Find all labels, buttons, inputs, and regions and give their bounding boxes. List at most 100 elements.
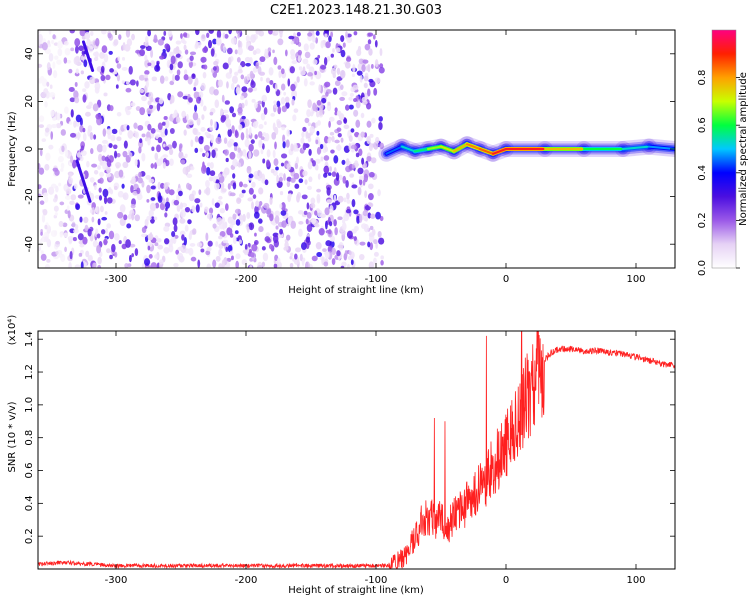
heatmap-cell [226, 257, 232, 262]
heatmap-cell [359, 214, 363, 223]
heatmap-cell [124, 263, 129, 268]
heatmap-cell [368, 233, 374, 238]
heatmap-cell [147, 137, 151, 146]
heatmap-cell [92, 262, 97, 268]
heatmap-cell [341, 159, 346, 165]
heatmap-cell [77, 194, 84, 199]
heatmap-cell [291, 89, 298, 99]
heatmap-cell [175, 116, 181, 124]
heatmap-cell [218, 248, 223, 257]
heatmap-cell [237, 106, 243, 114]
heatmap-cell [69, 200, 75, 206]
heatmap-cell [249, 70, 254, 80]
heatmap-cell [245, 128, 249, 136]
heatmap-cell [323, 172, 328, 178]
y-tick-label: 0.2 [24, 528, 35, 544]
heatmap-cell [275, 30, 279, 34]
heatmap-cell [240, 74, 245, 80]
heatmap-cell [146, 215, 152, 221]
heatmap-cell [281, 126, 286, 131]
heatmap-cell [227, 140, 232, 148]
heatmap-cell [95, 37, 100, 47]
heatmap-cell [362, 210, 368, 217]
heatmap-cell [79, 155, 84, 162]
heatmap-cell [162, 154, 169, 158]
heatmap-cell [96, 244, 102, 254]
heatmap-cell [281, 220, 287, 228]
heatmap-cell [324, 146, 329, 152]
heatmap-cell [188, 97, 193, 103]
heatmap-cell [330, 53, 334, 58]
heatmap-cell [197, 259, 201, 268]
heatmap-cell [129, 79, 136, 86]
heatmap-cell [196, 242, 202, 248]
heatmap-cell [167, 92, 172, 101]
heatmap-cell [86, 38, 91, 47]
heatmap-cell [126, 124, 130, 131]
heatmap-cell [89, 76, 96, 85]
heatmap-cell [307, 99, 312, 109]
heatmap-cell [344, 250, 348, 259]
heatmap-cell [223, 167, 230, 176]
heatmap-cell [315, 37, 318, 44]
heatmap-cell [348, 96, 353, 101]
heatmap-cell [250, 79, 254, 86]
heatmap-cell [302, 66, 306, 74]
heatmap-cell [274, 83, 278, 92]
heatmap-cell [326, 187, 331, 196]
heatmap-cell [312, 35, 316, 43]
heatmap-cell [255, 200, 260, 207]
heatmap-cell [234, 71, 239, 76]
heatmap-cell [55, 250, 59, 255]
heatmap-cell [371, 117, 376, 124]
heatmap-cell [245, 35, 250, 42]
heatmap-cell [64, 106, 69, 114]
heatmap-cell [145, 175, 151, 180]
heatmap-cell [138, 171, 142, 178]
heatmap-cell [354, 225, 359, 232]
heatmap-cell [99, 177, 104, 184]
heatmap-cell [56, 112, 61, 121]
heatmap-cell [258, 225, 264, 233]
heatmap-cell [272, 49, 275, 54]
heatmap-cell [153, 34, 158, 44]
snr-frame [37, 330, 676, 570]
heatmap-cell [235, 87, 241, 95]
heatmap-cell [254, 134, 258, 140]
heatmap-cell [221, 94, 225, 103]
heatmap-cell [102, 188, 109, 198]
heatmap-cell [208, 176, 214, 182]
heatmap-cell [237, 162, 242, 168]
heatmap-cell [206, 263, 212, 268]
heatmap-cell [357, 45, 362, 52]
heatmap-cell [259, 56, 266, 63]
heatmap-cell [214, 182, 220, 191]
x-tick-label: -300 [105, 575, 128, 586]
colorbar-tick-label: 0.6 [697, 117, 708, 133]
heatmap-cell [201, 114, 205, 121]
heatmap-cell [205, 186, 211, 196]
heatmap-cell [50, 131, 54, 140]
heatmap-cell [318, 84, 322, 93]
heatmap-cell [205, 250, 211, 256]
heatmap-cell [234, 208, 242, 214]
heatmap-cell [309, 42, 315, 50]
heatmap-cell [247, 87, 253, 93]
heatmap-cell [177, 246, 184, 251]
heatmap-cell [141, 133, 146, 138]
heatmap-cell [227, 183, 231, 190]
heatmap-cell [306, 202, 310, 210]
heatmap-cell [38, 167, 45, 175]
heatmap-cell [355, 152, 360, 158]
heatmap-cell [176, 204, 181, 212]
heatmap-cell [244, 243, 248, 251]
heatmap-cell [373, 257, 377, 265]
heatmap-cell [379, 48, 383, 57]
heatmap-cell [180, 209, 186, 218]
heatmap-cell [212, 259, 217, 268]
heatmap-cell [213, 120, 217, 130]
heatmap-cell [380, 255, 384, 260]
heatmap-cell [118, 169, 124, 178]
heatmap-cell [296, 32, 301, 37]
